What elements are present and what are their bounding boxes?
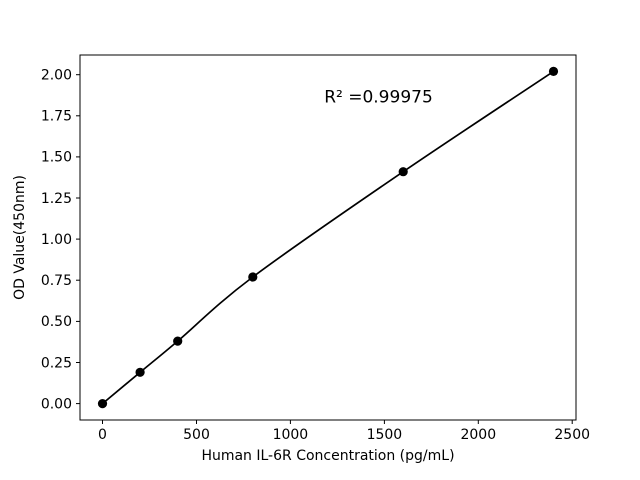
x-tick-label: 1000 xyxy=(273,427,309,443)
data-point xyxy=(173,336,183,346)
y-tick-label: 0.00 xyxy=(41,396,72,412)
x-axis-label: Human IL-6R Concentration (pg/mL) xyxy=(201,448,454,464)
data-point xyxy=(248,272,258,282)
y-tick-label: 1.75 xyxy=(41,109,72,125)
y-tick-label: 2.00 xyxy=(41,67,72,83)
data-point xyxy=(135,367,145,377)
r-squared-annotation: R² =0.99975 xyxy=(324,88,433,108)
fit-line xyxy=(101,70,554,405)
data-point xyxy=(548,66,559,76)
y-axis-label: OD Value(450nm) xyxy=(12,175,28,300)
y-tick-label: 1.00 xyxy=(41,232,72,248)
x-tick-label: 2500 xyxy=(554,427,590,443)
y-tick-label: 0.25 xyxy=(41,355,72,371)
x-tick-label: 1500 xyxy=(367,427,403,443)
y-tick-label: 1.25 xyxy=(41,191,72,207)
x-tick-label: 2000 xyxy=(460,427,496,443)
plot-border xyxy=(79,54,577,421)
data-point xyxy=(97,399,108,409)
data-point xyxy=(398,167,408,177)
y-tick-label: 1.50 xyxy=(41,150,72,166)
x-tick-label: 0 xyxy=(98,427,107,443)
y-tick-label: 0.75 xyxy=(41,273,72,289)
y-tick-label: 0.50 xyxy=(41,314,72,330)
x-tick-label: 500 xyxy=(183,427,210,443)
